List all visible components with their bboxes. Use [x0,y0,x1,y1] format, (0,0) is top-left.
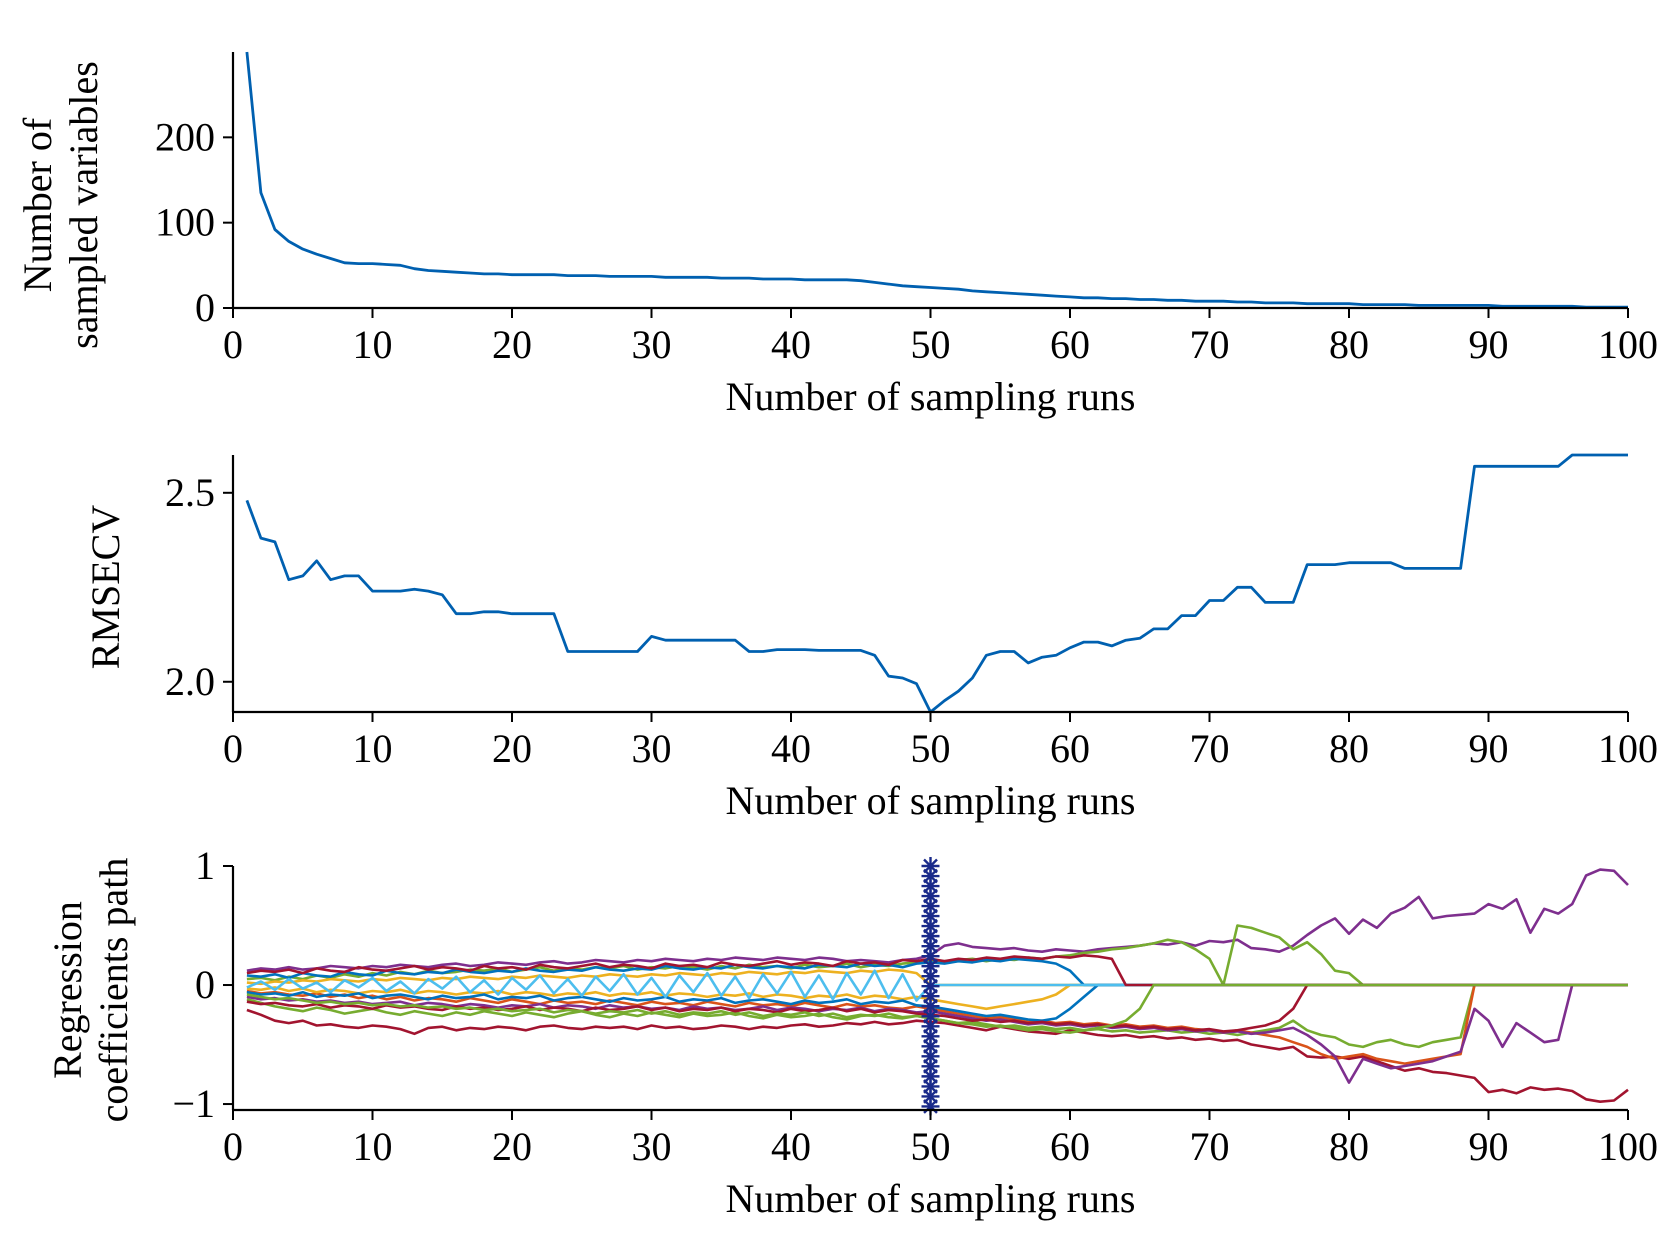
coef-path-line-14 [246,983,1628,1034]
x-tick-label: 100 [1598,726,1658,771]
y-tick-label: 100 [155,200,215,245]
x-tick-label: 40 [771,726,811,771]
x-tick-label: 20 [492,322,532,367]
x-tick-label: 60 [1050,726,1090,771]
x-tick-label: 90 [1469,1124,1509,1169]
chart-panel-2: 0 10 20 30 40 50 60 70 80 90 100 2.0 2.5 Number of sa… [83,453,1658,823]
x-tick-label: 10 [353,1124,393,1169]
x-tick-label: 100 [1598,322,1658,367]
x-tick-label: 30 [632,1124,672,1169]
x-tick-label: 10 [353,322,393,367]
x-tick-label: 40 [771,1124,811,1169]
x-tick-label: 10 [353,726,393,771]
x-tick-label: 100 [1598,1124,1658,1169]
x-tick-label: 60 [1050,322,1090,367]
x-tick-label: 90 [1469,726,1509,771]
x-tick-label: 60 [1050,1124,1090,1169]
x-tick-label: 40 [771,322,811,367]
x-tick-label: 50 [911,1124,951,1169]
chart-panel-1: 0 10 20 30 40 50 60 70 80 90 100 0 100 200 Number of s… [15,51,1658,419]
y-axis-label: Number ofsampled variables [15,61,106,349]
optimal-run-marker [921,857,940,1116]
x-tick-label: 0 [223,322,243,367]
x-tick-label: 80 [1329,1124,1369,1169]
y-axis-label: RMSECV [83,505,128,670]
series-line [245,51,1628,309]
y-tick-label: 2.0 [165,659,215,704]
x-tick-label: 70 [1190,726,1230,771]
y-tick-label: 1 [195,843,215,888]
y-axis-label-line: coefficients path [91,858,136,1123]
y-axis-label-line: RMSECV [83,505,128,670]
x-tick-label: 50 [911,726,951,771]
x-tick-label: 30 [632,726,672,771]
y-tick-label: 2.5 [165,470,215,515]
x-tick-label: 90 [1469,322,1509,367]
y-tick-label: 200 [155,114,215,159]
y-axis-label-line: sampled variables [61,61,106,349]
x-tick-label: 70 [1190,322,1230,367]
x-tick-label: 20 [492,726,532,771]
coef-path-line-6 [246,983,1628,1084]
y-axis-label: Regressioncoefficients path [45,858,136,1123]
x-tick-label: 80 [1329,322,1369,367]
coef-path-line-5 [246,983,1628,1065]
y-tick-label: 0 [195,962,215,1007]
marker-stroke [923,858,938,874]
x-tick-label: 30 [632,322,672,367]
x-tick-label: 0 [223,1124,243,1169]
x-tick-label: 70 [1190,1124,1230,1169]
series-line [245,453,1628,714]
x-tick-label: 50 [911,322,951,367]
y-axis-label-line: Number of [15,117,60,292]
marker-asterisk [921,857,940,875]
x-axis-label: Number of sampling runs [726,1176,1136,1221]
x-tick-label: 0 [223,726,243,771]
x-axis-label: Number of sampling runs [726,374,1136,419]
x-axis-label: Number of sampling runs [726,778,1136,823]
y-tick-label: −1 [172,1081,215,1126]
y-axis-label-line: Regression [45,901,90,1079]
x-tick-label: 80 [1329,726,1369,771]
y-tick-label: 0 [195,285,215,330]
x-tick-label: 20 [492,1124,532,1169]
